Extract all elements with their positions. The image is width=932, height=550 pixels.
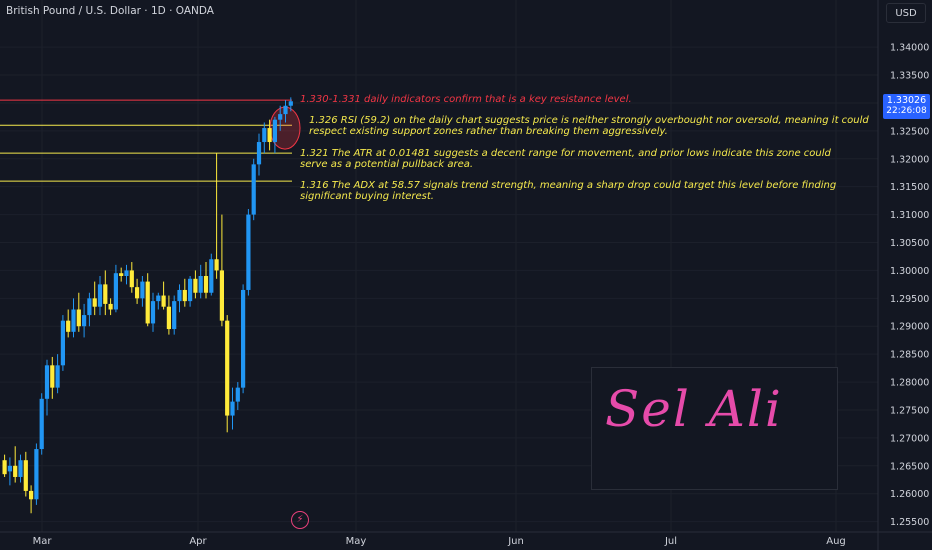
candle-body	[172, 301, 177, 330]
candle-body	[7, 465, 12, 472]
candle-body	[288, 101, 293, 106]
candle-body	[113, 273, 118, 310]
candle-body	[177, 289, 182, 302]
candle-body	[55, 365, 60, 388]
y-tick-label: 1.28000	[890, 378, 929, 389]
candle-body	[44, 365, 50, 399]
candle-body	[219, 270, 224, 321]
candle-body	[156, 295, 161, 302]
candle-body	[182, 289, 187, 302]
candle-body	[119, 273, 124, 276]
x-tick-label: Jun	[507, 536, 524, 547]
x-tick-label: Apr	[189, 536, 207, 547]
y-tick-label: 1.30500	[890, 238, 929, 249]
x-tick-label: Aug	[826, 536, 846, 547]
signature-box	[591, 367, 838, 490]
candle-body	[203, 276, 209, 293]
symbol-title: British Pound / U.S. Dollar · 1D · OANDA	[6, 5, 214, 17]
candle-body	[246, 214, 251, 290]
y-tick-label: 1.33500	[890, 71, 929, 82]
y-tick-label: 1.28500	[890, 350, 929, 361]
candle-body	[145, 281, 150, 324]
y-tick-label: 1.25500	[890, 517, 929, 528]
candle-body	[135, 287, 140, 299]
price-axis: 1.340001.335001.330001.325001.320001.315…	[890, 43, 929, 529]
candle-body	[214, 259, 219, 271]
candle-body	[262, 128, 267, 143]
candle-body	[92, 298, 97, 307]
candle-body	[166, 306, 171, 330]
annotation-text: 1.330-1.331 daily indicators confirm tha…	[300, 94, 632, 106]
y-tick-label: 1.29500	[890, 294, 929, 305]
candle-body	[198, 276, 203, 293]
candle-body	[82, 315, 87, 327]
candle-body	[71, 309, 76, 332]
candle-body	[87, 298, 92, 316]
candle-body	[188, 278, 193, 302]
annotation-text: 1.316 The ADX at 58.57 signals trend str…	[300, 180, 837, 203]
candle-body	[230, 401, 235, 416]
candle-body	[150, 301, 156, 324]
y-tick-label: 1.31000	[890, 210, 929, 221]
candle-body	[278, 114, 283, 120]
candle-body	[13, 465, 18, 477]
y-tick-label: 1.30000	[890, 266, 929, 277]
candle-body	[225, 320, 230, 416]
candle-body	[272, 119, 277, 143]
annotation-text: 1.321 The ATR at 0.01481 suggests a dece…	[300, 148, 831, 171]
y-tick-label: 1.26500	[890, 461, 929, 472]
candle-body	[283, 105, 288, 115]
y-tick-label: 1.27000	[890, 433, 929, 444]
candle-body	[124, 270, 129, 276]
candles	[2, 97, 293, 514]
candle-body	[161, 295, 166, 307]
y-tick-label: 1.32000	[890, 154, 929, 165]
candle-body	[76, 309, 81, 327]
candle-body	[235, 387, 240, 402]
candle-body	[267, 128, 272, 143]
x-tick-label: Jul	[664, 536, 677, 547]
candle-body	[66, 320, 71, 332]
candle-body	[103, 284, 108, 304]
candle-body	[193, 278, 198, 293]
last-price: 1.33026	[886, 95, 927, 106]
time-axis: Mar Apr May Jun Jul Aug	[33, 536, 846, 547]
candle-body	[108, 303, 113, 310]
candle-body	[251, 164, 256, 215]
y-tick-label: 1.34000	[890, 43, 929, 54]
candle-body	[140, 281, 145, 299]
candle-body	[60, 320, 65, 366]
candle-body	[23, 460, 28, 491]
y-tick-label: 1.27500	[890, 405, 929, 416]
candle-body	[18, 460, 23, 477]
candle-body	[241, 289, 246, 388]
x-tick-label: May	[346, 536, 367, 547]
annotation-text: 1.326 RSI (59.2) on the daily chart sugg…	[309, 115, 869, 138]
candle-body	[29, 490, 34, 500]
candle-body	[97, 284, 103, 307]
currency-button[interactable]: USD	[886, 3, 926, 23]
lightning-icon[interactable]: ⚡	[291, 511, 309, 529]
candle-body	[209, 259, 214, 293]
candle-body	[129, 270, 134, 288]
level-lines	[0, 99, 301, 182]
candle-body	[2, 460, 7, 475]
candle-body	[34, 449, 39, 500]
bar-countdown: 22:26:08	[886, 106, 927, 116]
y-tick-label: 1.29000	[890, 322, 929, 333]
candle-body	[256, 142, 262, 165]
candle-body	[39, 398, 44, 450]
candle-body	[50, 365, 55, 388]
last-price-badge: 1.33026 22:26:08	[883, 94, 930, 119]
signature: Sel Ali	[605, 380, 783, 438]
x-tick-label: Mar	[33, 536, 53, 547]
y-tick-label: 1.31500	[890, 182, 929, 193]
y-tick-label: 1.26000	[890, 489, 929, 500]
y-tick-label: 1.32500	[890, 126, 929, 137]
